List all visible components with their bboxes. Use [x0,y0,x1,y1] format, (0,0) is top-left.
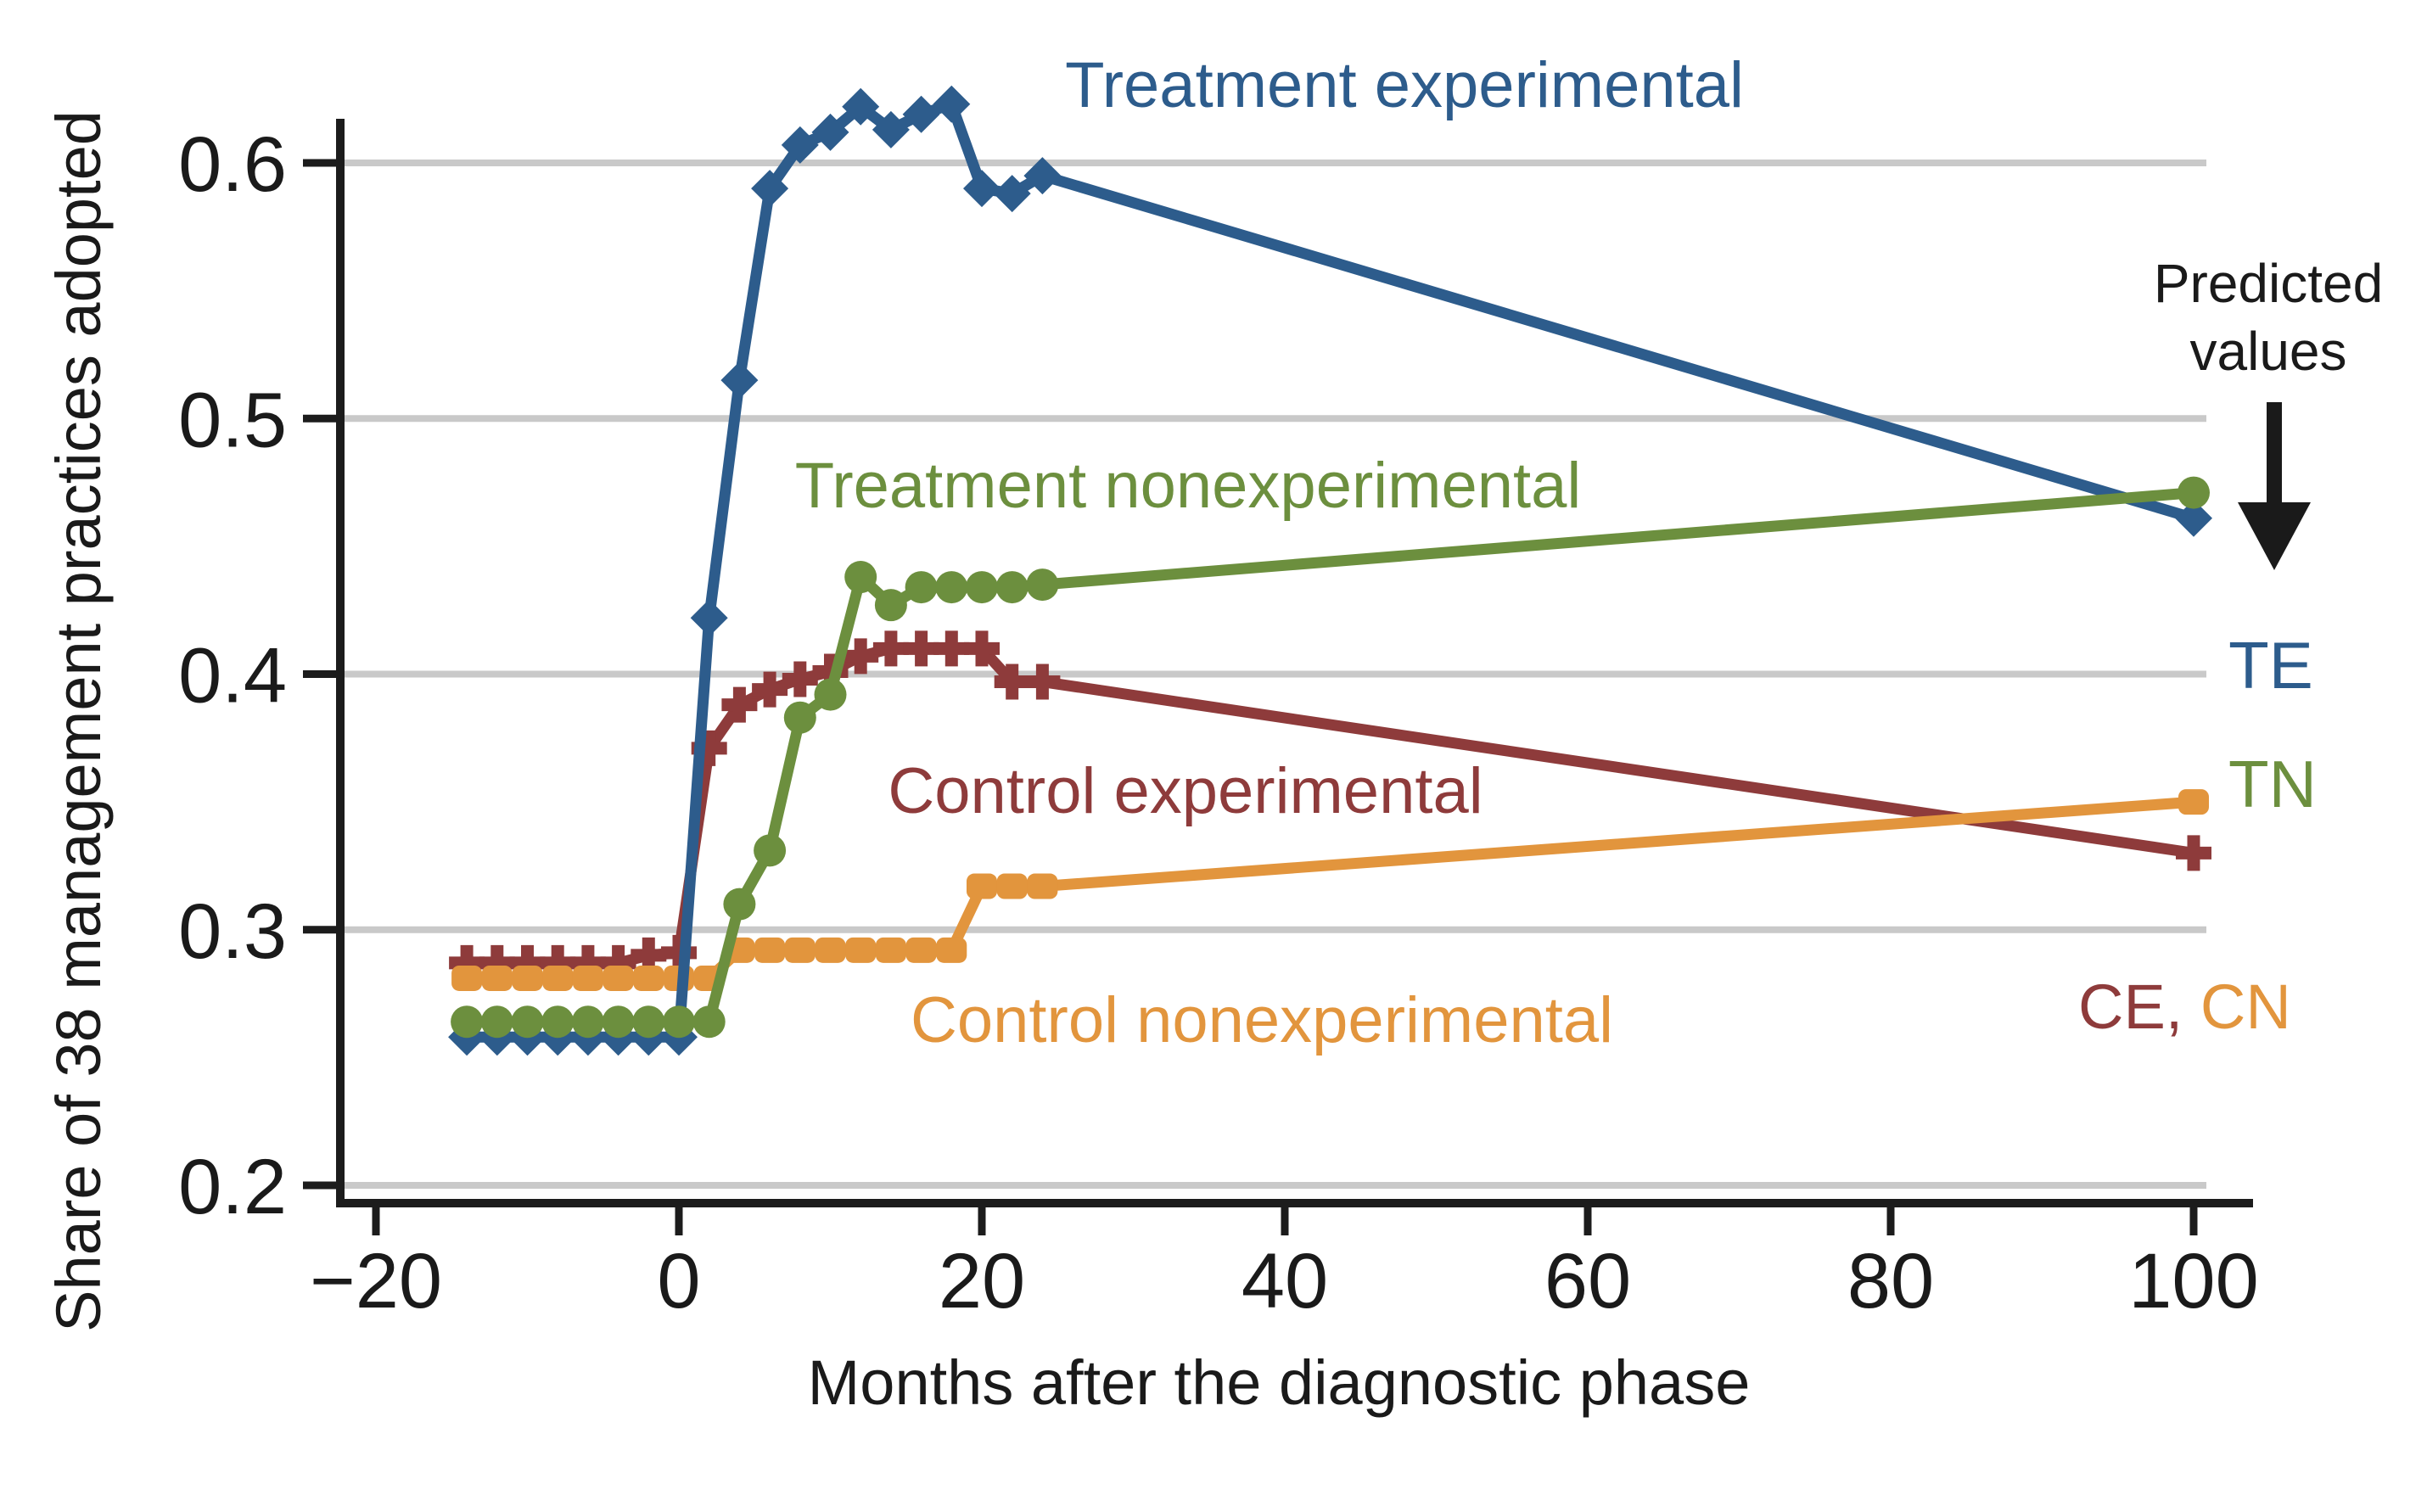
series-label-TN: Treatment nonexperimental [795,450,1582,522]
key-label-CE-CN: CE, CN [2078,972,2291,1042]
diamond-marker [1023,157,1062,195]
circle-marker [966,571,998,604]
square-marker [481,965,513,991]
plus-marker [1024,664,1061,700]
y-axis-title: Share of 38 management practices adopted [43,110,114,1332]
circle-marker [723,888,756,921]
square-marker [967,873,997,899]
circle-marker [511,1005,544,1039]
diamond-marker [2175,499,2212,537]
square-marker [996,873,1028,899]
diamond-marker [872,110,910,148]
square-marker [572,965,603,991]
predicted-values-text-line2: values [2190,321,2347,382]
plus-marker [782,661,818,697]
x-tick-label-100: 100 [2128,1238,2259,1324]
square-marker [845,937,877,963]
plus-marker [721,686,758,723]
series-label-CE: Control experimental [888,755,1483,827]
circle-marker [754,834,787,867]
square-marker [512,965,543,991]
diamond-marker [720,361,759,400]
x-tick-label-0: 0 [657,1238,700,1324]
plus-marker [2176,835,2211,871]
diamond-marker [751,170,789,208]
y-tick-label-0.2: 0.2 [178,1144,287,1230]
circle-marker [663,1005,695,1039]
circle-marker [541,1005,575,1039]
series-CN [451,789,2209,991]
diamond-marker [933,85,971,123]
diamond-marker [963,170,1001,208]
down-arrow-head [2238,502,2311,570]
diamond-marker [842,87,880,126]
diamond-marker [690,599,728,637]
circle-marker [1026,568,1059,602]
x-tick-label-60: 60 [1544,1238,1631,1324]
x-tick-label-80: 80 [1847,1238,1934,1324]
plus-marker [994,664,1030,700]
circle-marker [783,701,816,734]
y-tick-label-0.4: 0.4 [178,633,287,720]
square-marker [875,937,906,963]
circle-marker [692,1005,726,1039]
circle-marker [602,1005,635,1039]
series-TN [451,476,2210,1039]
y-tick-label-0.3: 0.3 [178,888,287,975]
square-marker [754,937,786,963]
plus-marker [843,638,879,675]
diamond-marker [781,126,819,164]
predicted-values-annotation: Predicted values [2154,253,2383,570]
circle-marker [935,571,968,604]
key-label-TN: TN [2228,747,2317,821]
x-tick-label-20: 20 [939,1238,1025,1324]
plus-marker [903,630,939,667]
series-label-TE: Treatment experimental [1065,49,1744,121]
square-marker [542,965,574,991]
plus-marker [964,630,1000,667]
series-CE-markers [449,630,2211,981]
gridlines [340,160,2206,1189]
key-label-TE: TE [2228,628,2313,703]
series-label-CN: Control nonexperimental [911,984,1613,1056]
square-marker [815,937,846,963]
series-TN-markers [451,476,2210,1039]
circle-marker [480,1005,513,1039]
circle-marker [2178,476,2210,509]
y-tick-label-0.5: 0.5 [178,377,287,463]
x-axis-title: Months after the diagnostic phase [808,1347,1751,1418]
circle-marker [844,561,877,594]
circle-marker [874,589,907,622]
square-marker [1027,873,1058,899]
plus-marker [933,630,970,667]
circle-marker [905,571,938,604]
diamond-marker [811,113,849,151]
circle-marker [995,571,1029,604]
plus-marker [752,671,788,708]
circle-marker [571,1005,604,1039]
square-marker [603,965,634,991]
circle-marker [632,1005,665,1039]
diamond-marker [902,95,940,133]
series-CE [449,630,2211,981]
circle-marker [814,678,847,711]
diamond-marker [993,175,1031,213]
square-marker [451,965,483,991]
series-CN-markers [451,789,2209,991]
y-tick-label-0.6: 0.6 [178,121,287,208]
x-tick-label-40: 40 [1242,1238,1328,1324]
square-marker [936,937,967,963]
square-marker [633,965,664,991]
square-marker [905,937,937,963]
square-marker [784,937,816,963]
square-marker [2178,789,2209,815]
x-tick-label--20: −20 [310,1238,442,1324]
plus-marker [872,630,909,667]
circle-marker [451,1005,484,1039]
predicted-values-text-line1: Predicted [2154,253,2383,314]
axes: 0.6 0.5 0.4 0.3 0.2 −20 0 20 40 60 80 100 [178,119,2259,1324]
